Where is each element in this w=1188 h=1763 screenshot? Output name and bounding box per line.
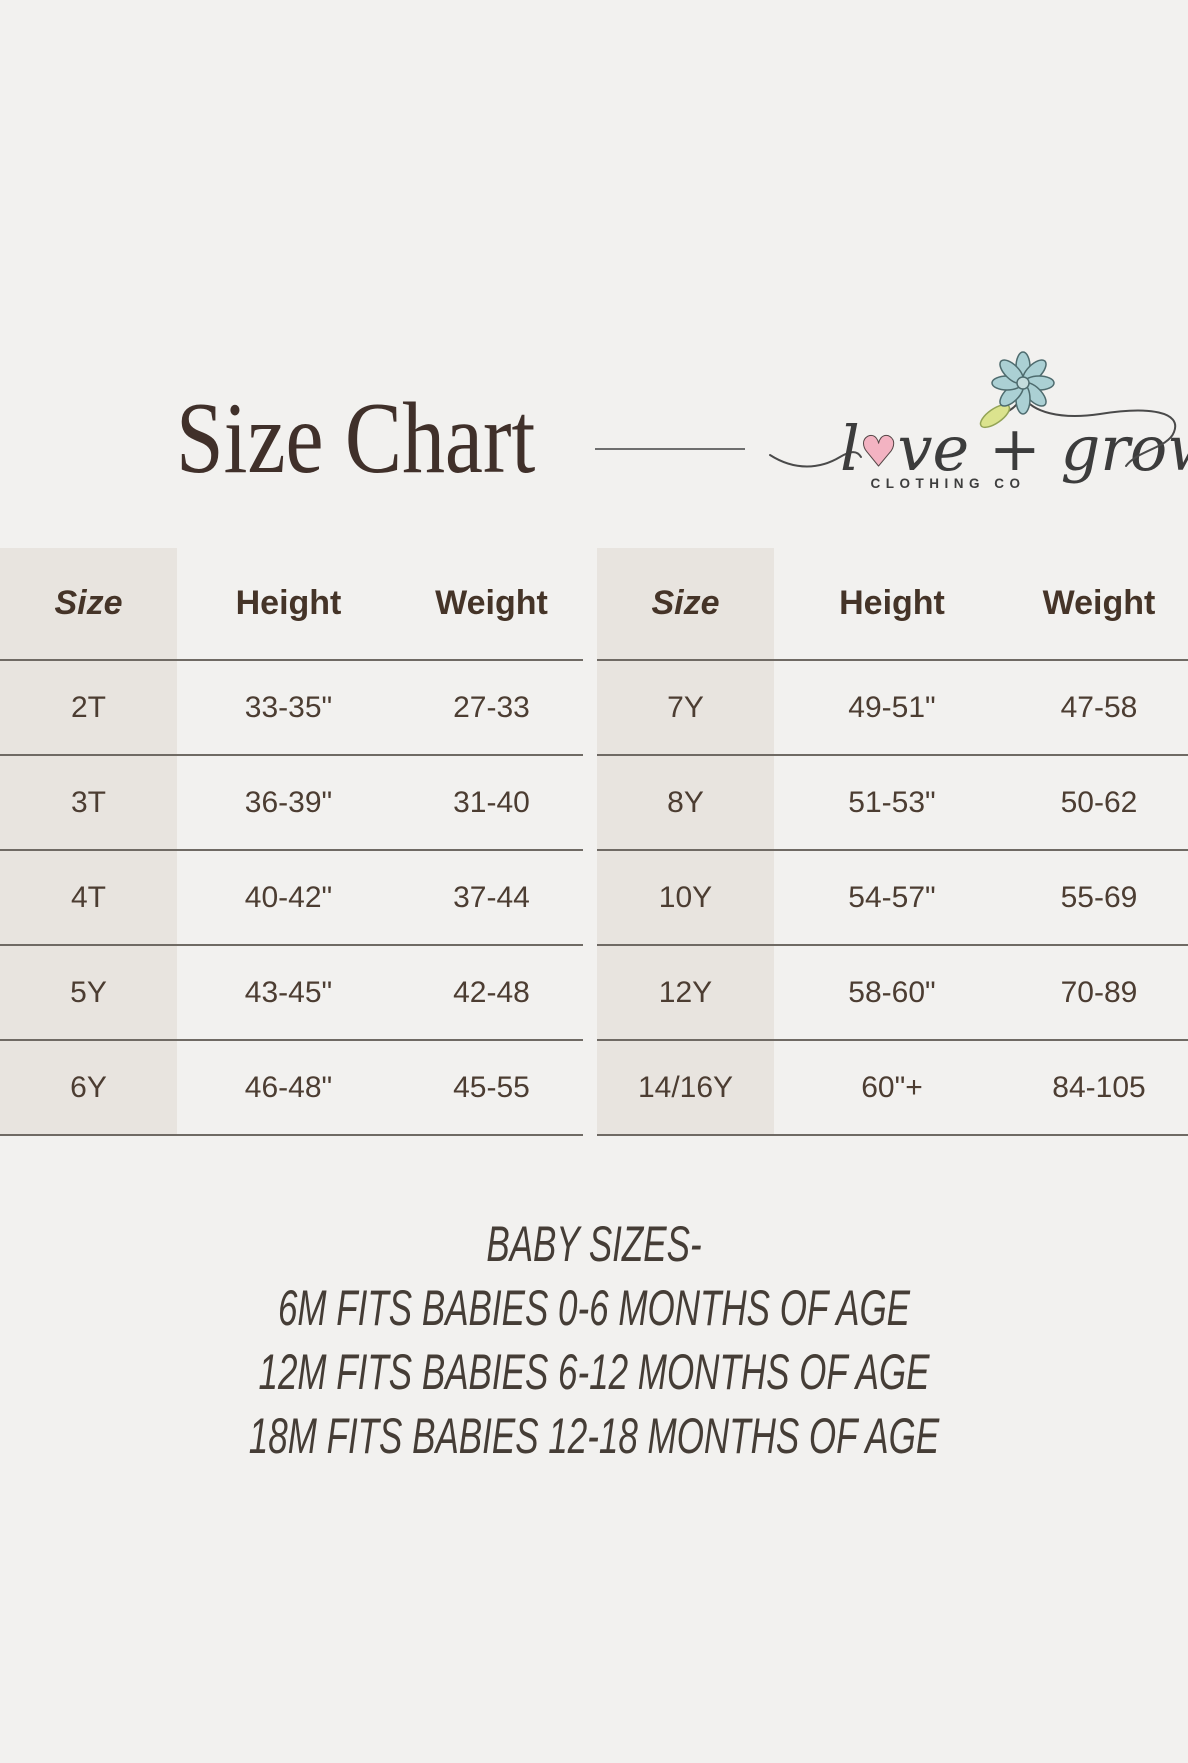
column-header-size: Size <box>597 548 774 659</box>
height-value: 43-45" <box>244 975 333 1009</box>
weight-value: 31-40 <box>453 785 530 819</box>
logo-text-rest: ve + grow <box>898 412 1188 485</box>
heart-icon: ♥ <box>860 427 898 476</box>
table-row: 14/16Y 60"+ 84-105 <box>597 1039 1188 1134</box>
weight-value: 55-69 <box>1060 880 1138 914</box>
size-table-toddler: Size Height Weight 2T 33-35" 27-33 3T 36… <box>0 548 583 1136</box>
column-header-weight: Weight <box>1042 584 1156 622</box>
page-title: Size Chart <box>176 382 536 495</box>
size-tables: Size Height Weight 2T 33-35" 27-33 3T 36… <box>0 548 1188 1136</box>
logo-text-l: l <box>840 412 860 485</box>
weight-value: 70-89 <box>1060 975 1138 1009</box>
column-header-size: Size <box>0 548 177 659</box>
baby-size-note-18m: 18M FITS BABIES 12-18 MONTHS OF AGE <box>248 1408 940 1464</box>
title-divider-line <box>595 448 745 450</box>
weight-value: 84-105 <box>1052 1070 1146 1104</box>
height-value: 46-48" <box>244 1070 333 1104</box>
baby-size-note-6m: 6M FITS BABIES 0-6 MONTHS OF AGE <box>277 1280 911 1336</box>
weight-value: 42-48 <box>453 975 530 1009</box>
height-value: 49-51" <box>848 690 936 724</box>
weight-value: 50-62 <box>1060 785 1138 819</box>
table-row: 5Y 43-45" 42-48 <box>0 944 583 1039</box>
weight-value: 37-44 <box>453 880 530 914</box>
table-header-row: Size Height Weight <box>0 548 583 659</box>
flower-icon <box>991 351 1055 415</box>
brand-logo: l♥ve + grow CLOTHING CO <box>769 351 1188 491</box>
size-table-youth: Size Height Weight 7Y 49-51" 47-58 8Y 51… <box>597 548 1188 1136</box>
size-value: 7Y <box>597 661 774 754</box>
weight-value: 27-33 <box>453 690 530 724</box>
baby-sizes-heading: BABY SIZES- <box>486 1216 702 1272</box>
baby-sizes-notes: BABY SIZES- 6M FITS BABIES 0-6 MONTHS OF… <box>0 1212 1188 1468</box>
column-header-height: Height <box>839 584 945 622</box>
size-value: 5Y <box>0 946 177 1039</box>
height-value: 33-35" <box>244 690 333 724</box>
size-value: 4T <box>0 851 177 944</box>
height-value: 40-42" <box>244 880 333 914</box>
size-value: 3T <box>0 756 177 849</box>
table-row: 2T 33-35" 27-33 <box>0 659 583 754</box>
height-value: 60"+ <box>861 1070 923 1104</box>
leaf-icon <box>979 403 1011 429</box>
column-header-height: Height <box>235 584 342 622</box>
logo-swash-right <box>1022 395 1177 467</box>
brand-script-text: l♥ve + grow <box>840 412 1188 485</box>
flower-center <box>1016 376 1030 390</box>
height-value: 51-53" <box>848 785 936 819</box>
logo-swash-left <box>769 451 862 468</box>
height-value: 36-39" <box>244 785 333 819</box>
size-value: 14/16Y <box>597 1041 774 1134</box>
size-value: 6Y <box>0 1041 177 1134</box>
size-value: 10Y <box>597 851 774 944</box>
column-header-weight: Weight <box>435 584 548 622</box>
baby-size-note-12m: 12M FITS BABIES 6-12 MONTHS OF AGE <box>258 1344 930 1400</box>
height-value: 58-60" <box>848 975 936 1009</box>
size-value: 8Y <box>597 756 774 849</box>
table-row: 6Y 46-48" 45-55 <box>0 1039 583 1134</box>
table-row: 4T 40-42" 37-44 <box>0 849 583 944</box>
table-row: 7Y 49-51" 47-58 <box>597 659 1188 754</box>
height-value: 54-57" <box>848 880 936 914</box>
size-value: 2T <box>0 661 177 754</box>
table-row: 3T 36-39" 31-40 <box>0 754 583 849</box>
size-value: 12Y <box>597 946 774 1039</box>
table-row: 8Y 51-53" 50-62 <box>597 754 1188 849</box>
weight-value: 45-55 <box>453 1070 530 1104</box>
brand-subtext: CLOTHING CO <box>871 476 1026 491</box>
table-row: 10Y 54-57" 55-69 <box>597 849 1188 944</box>
table-header-row: Size Height Weight <box>597 548 1188 659</box>
weight-value: 47-58 <box>1060 690 1138 724</box>
table-row: 12Y 58-60" 70-89 <box>597 944 1188 1039</box>
